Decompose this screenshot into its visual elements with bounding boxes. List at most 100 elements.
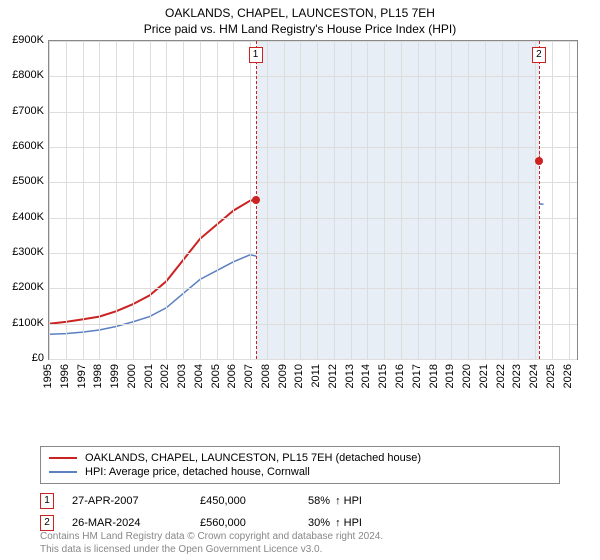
gridline-v [116, 41, 117, 359]
gridline-v [502, 41, 503, 359]
gridline-v [418, 41, 419, 359]
y-tick-label: £0 [32, 352, 44, 364]
x-tick-label: 2019 [444, 364, 456, 388]
gridline-v [384, 41, 385, 359]
gridline-h [49, 324, 577, 325]
x-tick-label: 2000 [126, 364, 138, 388]
x-tick-label: 2009 [277, 364, 289, 388]
x-tick-label: 2024 [528, 364, 540, 388]
y-tick-label: £400K [12, 211, 44, 223]
gridline-v [267, 41, 268, 359]
gridline-v [334, 41, 335, 359]
event-marker-box: 1 [249, 47, 263, 63]
chart-area: £0 £100K £200K £300K £400K £500K £600K £700K £80… [0, 40, 600, 405]
shaded-period [256, 41, 539, 359]
event-date: 27-APR-2007 [72, 495, 182, 507]
x-tick-label: 2007 [243, 364, 255, 388]
event-price: £560,000 [200, 517, 290, 529]
gridline-h [49, 147, 577, 148]
event-delta: 58% HPI [308, 495, 362, 507]
y-axis-labels: £0£100K£200K£300K£400K£500K£600K£700K£80… [0, 40, 46, 360]
legend-swatch [49, 457, 77, 459]
x-tick-label: 2003 [176, 364, 188, 388]
gridline-v [300, 41, 301, 359]
x-tick-label: 2017 [411, 364, 423, 388]
gridline-h [49, 218, 577, 219]
x-tick-label: 2006 [226, 364, 238, 388]
x-tick-label: 2025 [545, 364, 557, 388]
x-tick-label: 1996 [59, 364, 71, 388]
chart-subtitle: Price paid vs. HM Land Registry's House … [0, 20, 600, 40]
event-marker-dot [535, 157, 543, 165]
x-tick-label: 2021 [478, 364, 490, 388]
gridline-v [569, 41, 570, 359]
gridline-h [49, 253, 577, 254]
x-tick-label: 2011 [310, 364, 322, 388]
event-number-box: 1 [40, 493, 54, 509]
legend-box: OAKLANDS, CHAPEL, LAUNCESTON, PL15 7EH (… [40, 446, 560, 484]
price-chart-container: { "header": { "title": "OAKLANDS, CHAPEL… [0, 0, 600, 560]
legend-label: HPI: Average price, detached house, Corn… [85, 466, 310, 478]
x-tick-label: 2014 [360, 364, 372, 388]
x-tick-label: 2010 [293, 364, 305, 388]
x-tick-label: 2012 [327, 364, 339, 388]
gridline-v [200, 41, 201, 359]
x-tick-label: 2001 [143, 364, 155, 388]
x-tick-label: 2022 [495, 364, 507, 388]
gridline-v [435, 41, 436, 359]
x-tick-label: 2015 [377, 364, 389, 388]
x-tick-label: 2016 [394, 364, 406, 388]
y-tick-label: £100K [12, 317, 44, 329]
x-tick-label: 1998 [92, 364, 104, 388]
gridline-v [518, 41, 519, 359]
gridline-v [284, 41, 285, 359]
event-number-box: 2 [40, 515, 54, 531]
x-tick-label: 2013 [344, 364, 356, 388]
x-tick-label: 1995 [42, 364, 54, 388]
gridline-v [535, 41, 536, 359]
y-tick-label: £200K [12, 281, 44, 293]
gridline-h [49, 359, 577, 360]
y-tick-label: £700K [12, 105, 44, 117]
gridline-v [451, 41, 452, 359]
gridline-h [49, 41, 577, 42]
gridline-v [401, 41, 402, 359]
legend-row: OAKLANDS, CHAPEL, LAUNCESTON, PL15 7EH (… [49, 451, 551, 465]
footer-attribution: Contains HM Land Registry data © Crown c… [40, 530, 383, 556]
gridline-v [468, 41, 469, 359]
x-tick-label: 2002 [159, 364, 171, 388]
x-tick-label: 2026 [562, 364, 574, 388]
y-tick-label: £800K [12, 69, 44, 81]
events-table: 1 27-APR-2007 £450,000 58% HPI 2 26-MAR-2024 £… [40, 490, 560, 534]
y-tick-label: £500K [12, 175, 44, 187]
gridline-h [49, 288, 577, 289]
gridline-v [83, 41, 84, 359]
x-tick-label: 2020 [461, 364, 473, 388]
x-tick-label: 2004 [193, 364, 205, 388]
footer-line-2: This data is licensed under the Open Gov… [40, 543, 383, 556]
gridline-v [485, 41, 486, 359]
legend: OAKLANDS, CHAPEL, LAUNCESTON, PL15 7EH (… [40, 446, 560, 534]
gridline-v [66, 41, 67, 359]
gridline-v [351, 41, 352, 359]
gridline-v [166, 41, 167, 359]
gridline-v [217, 41, 218, 359]
event-marker-box: 2 [532, 47, 546, 63]
event-row: 1 27-APR-2007 £450,000 58% HPI [40, 490, 560, 512]
gridline-v [367, 41, 368, 359]
gridline-h [49, 112, 577, 113]
y-tick-label: £600K [12, 140, 44, 152]
y-tick-label: £900K [12, 34, 44, 46]
gridline-v [317, 41, 318, 359]
footer-line-1: Contains HM Land Registry data © Crown c… [40, 530, 383, 543]
event-price: £450,000 [200, 495, 290, 507]
legend-row: HPI: Average price, detached house, Corn… [49, 465, 551, 479]
x-tick-label: 2005 [210, 364, 222, 388]
event-date: 26-MAR-2024 [72, 517, 182, 529]
x-tick-label: 1997 [76, 364, 88, 388]
gridline-v [552, 41, 553, 359]
x-tick-label: 1999 [109, 364, 121, 388]
y-tick-label: £300K [12, 246, 44, 258]
gridline-v [99, 41, 100, 359]
gridline-v [233, 41, 234, 359]
